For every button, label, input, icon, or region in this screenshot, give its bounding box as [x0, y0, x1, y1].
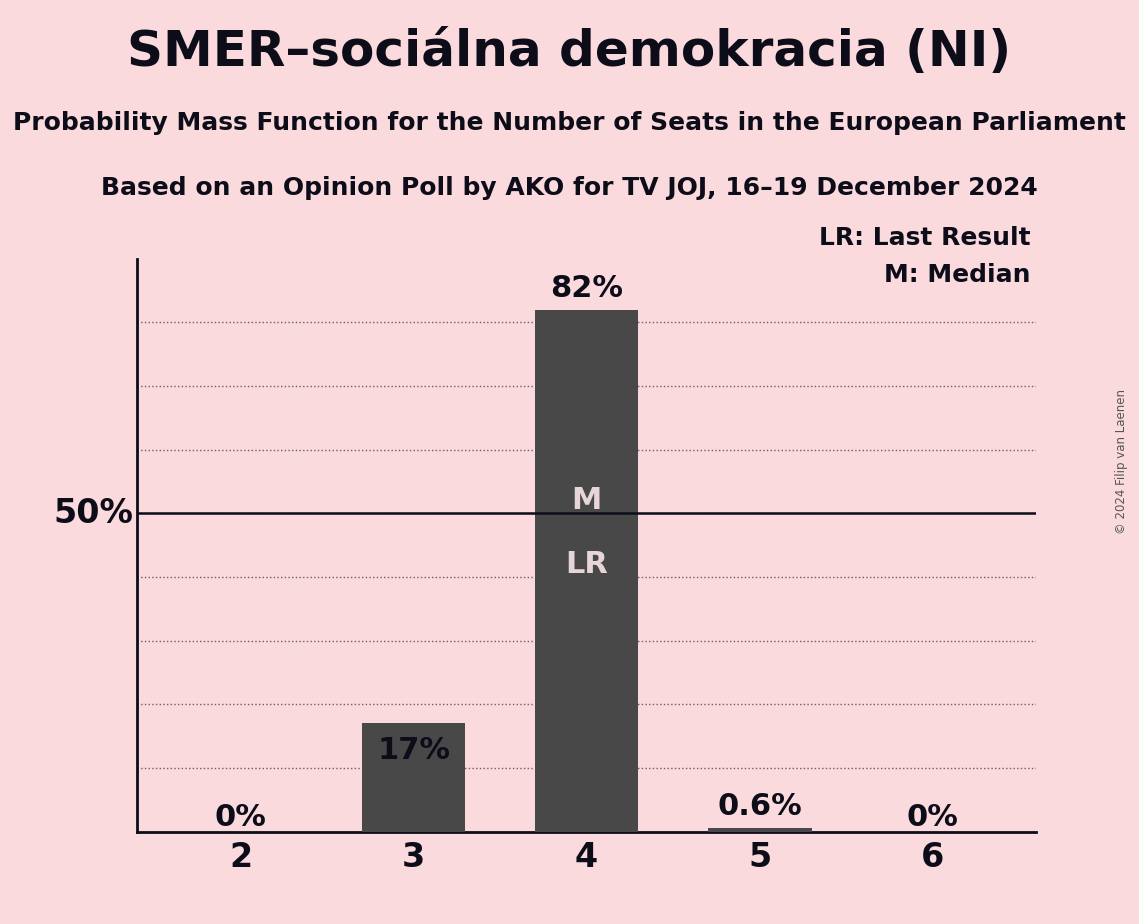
Text: LR: LR [565, 550, 608, 578]
Text: 0%: 0% [214, 803, 267, 832]
Text: Based on an Opinion Poll by AKO for TV JOJ, 16–19 December 2024: Based on an Opinion Poll by AKO for TV J… [101, 176, 1038, 200]
Text: M: Median: M: Median [884, 263, 1031, 287]
Text: SMER–sociálna demokracia (NI): SMER–sociálna demokracia (NI) [128, 28, 1011, 76]
Text: 50%: 50% [54, 497, 133, 529]
Bar [534, 310, 639, 832]
Text: 0.6%: 0.6% [718, 793, 802, 821]
Text: LR: Last Result: LR: Last Result [819, 226, 1031, 250]
Bar [707, 828, 812, 832]
Text: 0%: 0% [907, 803, 959, 832]
Text: 82%: 82% [550, 274, 623, 303]
Text: © 2024 Filip van Laenen: © 2024 Filip van Laenen [1115, 390, 1129, 534]
Text: Probability Mass Function for the Number of Seats in the European Parliament: Probability Mass Function for the Number… [13, 111, 1126, 135]
Bar [362, 723, 466, 832]
Text: M: M [572, 486, 601, 515]
Text: 17%: 17% [377, 736, 450, 765]
